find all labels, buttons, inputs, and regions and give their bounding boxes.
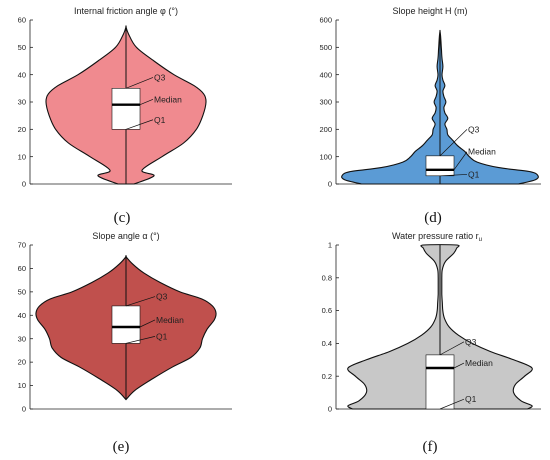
iqr-box [111, 88, 141, 130]
y-tick-label: 10 [18, 381, 26, 390]
y-tick-label: 60 [18, 16, 26, 25]
y-tick-label: 0 [328, 405, 332, 414]
y-tick-label: 500 [319, 43, 332, 52]
annotation-median: Median [465, 358, 493, 368]
panel-friction-angle: Internal friction angle φ (°) (c) 0 10 20 3… [18, 6, 232, 226]
panel-title: Internal friction angle φ (°) [74, 6, 178, 16]
panel-label: (c) [114, 210, 131, 226]
iqr-box [111, 305, 141, 344]
annotation-leader [439, 129, 468, 157]
annotation-leader [453, 151, 468, 170]
y-tick-label: 50 [18, 287, 26, 296]
y-tick-label: 300 [319, 98, 332, 107]
annotation-q1: Q1 [154, 115, 166, 125]
title-subscript: u [479, 237, 482, 243]
y-tick-label: 0.2 [322, 372, 332, 381]
annotation-leader [139, 98, 154, 106]
y-tick-label: 0.4 [322, 339, 332, 348]
y-tick-label: 70 [18, 241, 26, 250]
panel-slope-angle: Slope angle α (°) (e) 0 10 20 30 40 50 60 70 Q3 M… [18, 231, 232, 455]
annotation-q3: Q3 [465, 337, 477, 347]
annotation-leader [139, 319, 156, 328]
y-tick-label: 600 [319, 16, 332, 25]
annotation-q3: Q3 [156, 292, 168, 302]
y-tick-label: 0 [328, 180, 332, 189]
y-tick-label: 100 [319, 152, 332, 161]
y-tick-label: 0.8 [322, 273, 332, 282]
y-tick-label: 10 [18, 152, 26, 161]
annotation-median: Median [468, 147, 496, 157]
iqr-box [425, 155, 455, 177]
annotation-leader [453, 362, 465, 369]
panel-title: Slope angle α (°) [92, 231, 159, 241]
annotation-leader [125, 336, 156, 344]
y-tick-label: 0.6 [322, 306, 332, 315]
y-tick-label: 60 [18, 264, 26, 273]
y-tick-label: 400 [319, 70, 332, 79]
annotation-q3: Q3 [468, 124, 480, 134]
annotation-q3: Q3 [154, 72, 166, 82]
annotation-q1: Q1 [468, 169, 480, 179]
annotation-leader [439, 174, 468, 177]
y-tick-label: 0 [22, 405, 26, 414]
panel-label: (d) [424, 210, 442, 226]
annotation-q1: Q1 [465, 394, 477, 404]
panel-label: (f) [423, 439, 438, 455]
annotation-leader [125, 77, 154, 89]
panel-label: (e) [113, 439, 130, 455]
annotation-leader [439, 398, 465, 410]
y-tick-label: 30 [18, 334, 26, 343]
annotation-median: Median [156, 315, 184, 325]
panel-slope-height: Slope height H (m) (d) 0 100 200 300 400 500 6… [319, 6, 541, 226]
annotation-median: Median [154, 94, 182, 104]
y-tick-label: 40 [18, 70, 26, 79]
y-tick-label: 20 [18, 125, 26, 134]
panel-title: Water pressure ratio ru [392, 231, 482, 243]
annotation-q1: Q1 [156, 331, 168, 341]
y-tick-label: 1 [328, 241, 332, 250]
y-tick-label: 40 [18, 311, 26, 320]
y-tick-label: 20 [18, 358, 26, 367]
panel-title: Slope height H (m) [392, 6, 467, 16]
iqr-box [425, 354, 455, 410]
annotation-leader [125, 119, 154, 130]
y-tick-label: 200 [319, 125, 332, 134]
y-tick-label: 0 [22, 180, 26, 189]
y-tick-label: 30 [18, 98, 26, 107]
panel-water-pressure: Water pressure ratio ru (f) 0 0.2 0.4 0.6 0.… [322, 231, 541, 455]
annotation-leader [439, 341, 465, 356]
annotation-leader [125, 296, 156, 307]
y-tick-label: 50 [18, 43, 26, 52]
